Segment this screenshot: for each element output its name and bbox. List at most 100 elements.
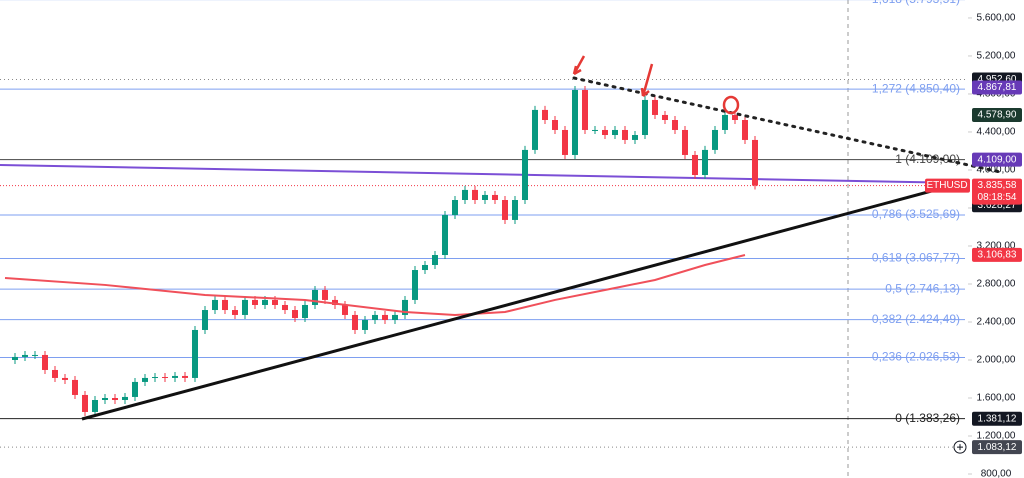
candle-body bbox=[222, 299, 228, 311]
y-tick-label: 2.400,00 bbox=[977, 317, 1016, 328]
candle-body bbox=[122, 396, 128, 400]
candle-body bbox=[272, 299, 278, 305]
price-badge-label: 4.109,00 bbox=[978, 154, 1017, 165]
y-tick-label: 1.600,00 bbox=[977, 393, 1016, 404]
candle-body bbox=[262, 299, 268, 305]
y-tick-label: 2.800,00 bbox=[977, 279, 1016, 290]
y-tick-label: 1.200,00 bbox=[977, 431, 1016, 442]
candle-body bbox=[242, 299, 248, 315]
price-badge-label: 3.106,83 bbox=[978, 249, 1017, 260]
y-tick-label: 5.200,00 bbox=[977, 51, 1016, 62]
candle-body bbox=[402, 299, 408, 315]
candle-body bbox=[172, 375, 178, 378]
candle-body bbox=[182, 375, 188, 378]
candle-body bbox=[572, 89, 578, 155]
candle-body bbox=[202, 310, 208, 330]
price-badge bbox=[972, 107, 1022, 122]
price-badge-label: 1.083,12 bbox=[978, 442, 1017, 453]
candle-body bbox=[192, 329, 198, 378]
candle-body bbox=[622, 129, 628, 140]
candle-body bbox=[512, 199, 518, 220]
candle-body bbox=[42, 354, 48, 370]
y-tick-label: 800,00 bbox=[981, 469, 1012, 478]
candle-body bbox=[662, 114, 668, 120]
moving-average bbox=[4, 254, 746, 316]
candle-body bbox=[52, 369, 58, 378]
candle-body bbox=[732, 114, 738, 120]
candle-body bbox=[522, 149, 528, 200]
add-icon bbox=[957, 444, 963, 451]
candle-body bbox=[722, 114, 728, 130]
fib-label: 0,5 (2.746,13) bbox=[885, 281, 960, 295]
candle-body bbox=[552, 119, 558, 130]
candle-body bbox=[702, 149, 708, 176]
fib-label: 1 (4.109,00) bbox=[895, 152, 960, 166]
candle-body bbox=[482, 194, 488, 200]
price-badge-label: 3.628,27 bbox=[978, 200, 1017, 211]
price-badge bbox=[972, 152, 1022, 167]
fib-label: 1,272 (4.850,40) bbox=[872, 81, 960, 95]
price-badge bbox=[972, 440, 1022, 455]
candle-body bbox=[72, 379, 78, 395]
candle-body bbox=[612, 129, 618, 136]
candle-body bbox=[282, 304, 288, 311]
candle-body bbox=[532, 109, 538, 150]
candle-body bbox=[592, 129, 598, 131]
support-trendline bbox=[81, 180, 966, 421]
candle-body bbox=[542, 109, 548, 120]
candle-body bbox=[422, 264, 428, 271]
price-badge-label: 4.867,81 bbox=[978, 82, 1017, 93]
candle-body bbox=[12, 356, 18, 360]
purple-trendline bbox=[0, 164, 966, 184]
fib-label: 0,786 (3.525,69) bbox=[872, 207, 960, 221]
candle-body bbox=[492, 194, 498, 200]
candle-body bbox=[392, 314, 398, 320]
candle-body bbox=[452, 199, 458, 216]
symbol-badge bbox=[925, 178, 970, 193]
candle-body bbox=[22, 354, 28, 357]
y-tick-label: 5.600,00 bbox=[977, 13, 1016, 24]
candle-body bbox=[362, 319, 368, 330]
candle-body bbox=[292, 310, 298, 319]
candle-body bbox=[102, 398, 108, 400]
price-badge bbox=[972, 411, 1022, 426]
fib-label: 0,618 (3.067,77) bbox=[872, 251, 960, 265]
candle-body bbox=[442, 215, 448, 256]
candle-body bbox=[232, 310, 238, 315]
candle-body bbox=[432, 255, 438, 265]
candle-body bbox=[652, 99, 658, 115]
last-price-label: 3.835,58 bbox=[978, 180, 1017, 191]
candle-body bbox=[82, 394, 88, 412]
fib-label: 1,618 (5.793,51) bbox=[872, 0, 960, 6]
candle-body bbox=[342, 304, 348, 315]
candle-body bbox=[62, 377, 68, 380]
arrow-annotation bbox=[572, 55, 586, 76]
candle-body bbox=[642, 99, 648, 136]
price-badge bbox=[972, 80, 1022, 95]
candle-body bbox=[632, 135, 638, 140]
candle-body bbox=[602, 129, 608, 136]
candle-body bbox=[472, 189, 478, 200]
candle-body bbox=[162, 377, 168, 379]
candle-body bbox=[32, 354, 38, 356]
countdown: 08:18:54 bbox=[978, 192, 1017, 203]
candle-body bbox=[682, 129, 688, 155]
candle-body bbox=[502, 199, 508, 220]
candle-body bbox=[672, 119, 678, 130]
price-badge-label: 4.952,60 bbox=[978, 74, 1017, 85]
candle-body bbox=[312, 289, 318, 305]
candle-body bbox=[742, 119, 748, 140]
candle-body bbox=[142, 377, 148, 382]
fib-label: 0,236 (2.026,53) bbox=[872, 350, 960, 364]
candle-body bbox=[92, 399, 98, 412]
y-tick-label: 2.000,00 bbox=[977, 355, 1016, 366]
price-badge-label: 1.381,12 bbox=[978, 413, 1017, 424]
candle-body bbox=[212, 299, 218, 311]
candle-body bbox=[132, 381, 138, 397]
circle-annotation bbox=[722, 95, 740, 115]
candle-body bbox=[562, 129, 568, 155]
candle-body bbox=[352, 314, 358, 330]
candle-body bbox=[372, 314, 378, 320]
fib-label: 0,382 (2.424,49) bbox=[872, 312, 960, 326]
